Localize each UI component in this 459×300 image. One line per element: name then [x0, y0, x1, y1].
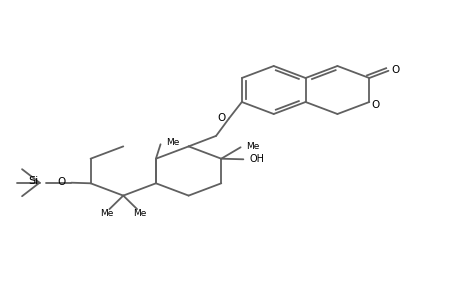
Text: Me: Me	[246, 142, 259, 151]
Text: Me: Me	[100, 209, 114, 218]
Text: OH: OH	[249, 154, 264, 164]
Text: Me: Me	[132, 209, 146, 218]
Text: O: O	[371, 100, 379, 110]
Text: Me: Me	[166, 138, 179, 147]
Text: Si: Si	[28, 176, 39, 187]
Text: O: O	[57, 177, 66, 187]
Text: O: O	[391, 65, 399, 75]
Text: O: O	[217, 112, 225, 123]
